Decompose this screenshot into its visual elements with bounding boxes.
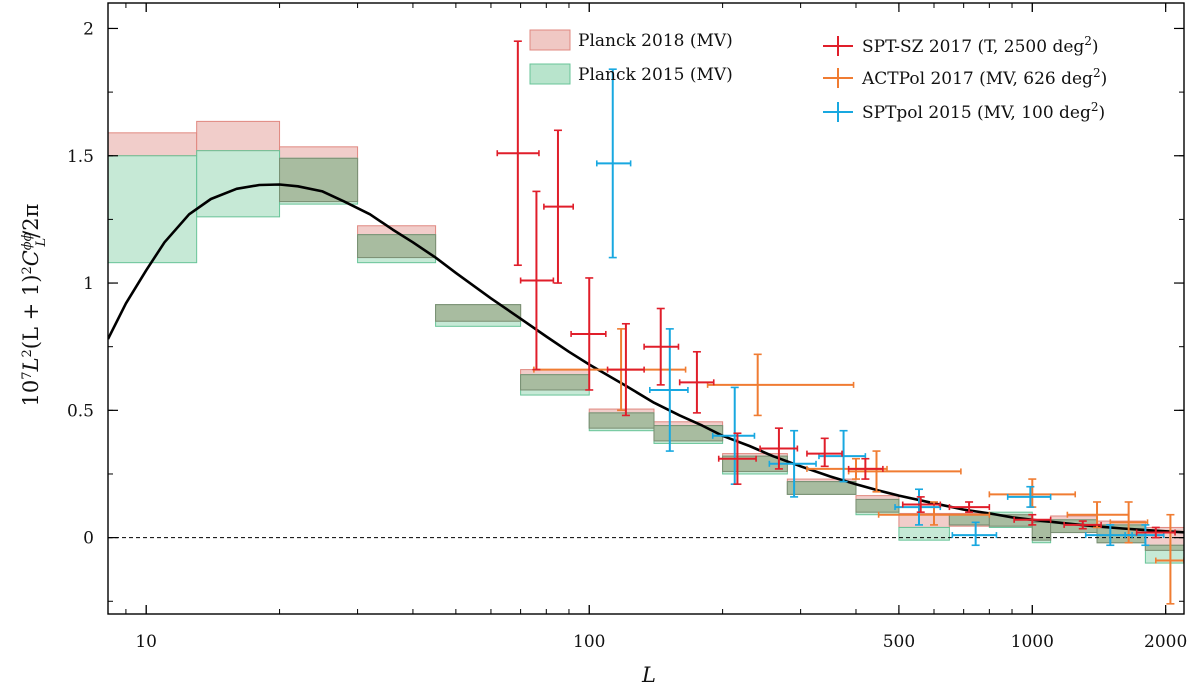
sptsz-point-10 [847, 457, 884, 480]
x-tick-label-4: 2000 [1144, 632, 1187, 652]
legend-label-sptsz: SPT-SZ 2017 (T, 2500 deg2) [862, 34, 1099, 57]
legend-item-actpol: ACTPol 2017 (MV, 626 deg2) [823, 66, 1107, 89]
sptsz-point-8 [759, 427, 799, 470]
sptsz-point-0 [496, 40, 540, 267]
legend-label-sptpol: SPTpol 2015 (MV, 100 deg2) [862, 100, 1105, 123]
y-title-c: C [19, 250, 43, 266]
sptsz-point-11 [901, 496, 942, 513]
y-title-l1-sup: 2 [20, 349, 35, 357]
y-title-c-sup: ϕϕ [20, 232, 35, 250]
ticks-layer: 10 100 500 1000 2000 0 0.5 1 1.5 2 [67, 3, 1187, 652]
sptpol-point-2 [711, 386, 756, 485]
y-title-pre: 10 [19, 380, 43, 407]
sptpol-point-7 [1006, 485, 1052, 508]
actpol-point-5 [1066, 501, 1130, 529]
sptsz-point-9 [806, 437, 843, 468]
y-tick-label-1: 0.5 [67, 401, 94, 421]
sptsz-point-3 [570, 277, 607, 391]
planck-overlap-bin-2 [279, 157, 359, 203]
legend-item-sptsz: SPT-SZ 2017 (T, 2500 deg2) [823, 34, 1099, 57]
legend-label-actpol: ACTPol 2017 (MV, 626 deg2) [861, 66, 1107, 89]
legend-label-planck2018: Planck 2018 (MV) [578, 31, 733, 51]
y-tick-label-2: 1 [83, 274, 94, 294]
sptsz-point-12 [948, 501, 991, 513]
y-title-post: /2π [19, 203, 43, 237]
sptsz-point-13 [1013, 513, 1052, 526]
x-axis-title: L [641, 663, 656, 687]
sptpol-point-6 [951, 521, 998, 547]
y-title-l1: L [19, 357, 43, 372]
actpol-point-4 [988, 478, 1077, 508]
sptsz-point-4 [606, 322, 645, 417]
sptsz-point-1 [543, 129, 574, 284]
legend-swatch-planck2018 [529, 29, 571, 51]
planck-overlap-bin-6 [588, 412, 655, 429]
planck-overlap-bin-12 [948, 514, 990, 526]
sptsz-point-14 [1063, 520, 1102, 530]
legend-label-planck2015: Planck 2015 (MV) [578, 65, 733, 85]
planck-overlap-bin-9 [786, 481, 857, 495]
planck-overlap-bin-7 [653, 425, 724, 442]
actpol-point-1 [706, 353, 855, 417]
planck-overlap-bin-3 [357, 234, 437, 259]
planck-overlap-bin-4 [435, 304, 522, 322]
theory-curve-layer [108, 183, 1184, 534]
x-tick-label-3: 1000 [1011, 632, 1054, 652]
legend: Planck 2018 (MV) Planck 2015 (MV) SPT-SZ… [529, 29, 1107, 123]
sptsz-point-5 [643, 307, 680, 386]
planck-overlap-bin-10 [855, 498, 900, 513]
y-title-mid: (L + 1) [19, 275, 43, 350]
planck2015-bin-0 [108, 155, 198, 264]
axes-layer [107, 2, 1185, 615]
sptsz-point-15 [1135, 526, 1176, 539]
y-tick-label-0: 0 [83, 529, 94, 549]
planck2015-bin-11 [898, 526, 950, 541]
planck2018-bin-0 [108, 132, 198, 157]
y-tick-label-4: 2 [83, 19, 94, 39]
y-axis-title: 107L2(L + 1)2CϕϕL/2π [19, 203, 49, 406]
sptsz-point-2 [519, 190, 555, 371]
error-bars-layer [496, 40, 1184, 605]
y-tick-label-3: 1.5 [67, 147, 94, 167]
x-tick-label-1: 100 [573, 632, 605, 652]
legend-swatch-planck2015 [529, 63, 571, 85]
planck2018-bin-1 [196, 120, 281, 152]
x-tick-label-2: 500 [883, 632, 915, 652]
legend-item-planck2018: Planck 2018 (MV) [529, 29, 733, 51]
sptpol-point-0 [595, 68, 632, 259]
legend-item-planck2015: Planck 2015 (MV) [529, 63, 733, 85]
x-tick-label-0: 10 [135, 632, 157, 652]
y-title-mid-sup: 2 [20, 266, 35, 274]
theory-curve [108, 183, 1184, 534]
legend-item-sptpol: SPTpol 2015 (MV, 100 deg2) [823, 100, 1105, 123]
planck-overlap-bin-5 [520, 374, 590, 391]
sptsz-point-6 [678, 350, 715, 414]
y-title-c-sub: L [34, 238, 49, 248]
sptpol-point-3 [768, 429, 817, 498]
sptpol-point-1 [649, 328, 689, 452]
actpol-point-8 [877, 501, 991, 526]
plot-frame [107, 2, 1185, 615]
y-title-pre-sup: 7 [20, 371, 35, 379]
planck-overlap-bin-17 [1144, 544, 1184, 551]
actpol-point-7 [1154, 513, 1184, 605]
sptsz-point-7 [717, 432, 757, 485]
